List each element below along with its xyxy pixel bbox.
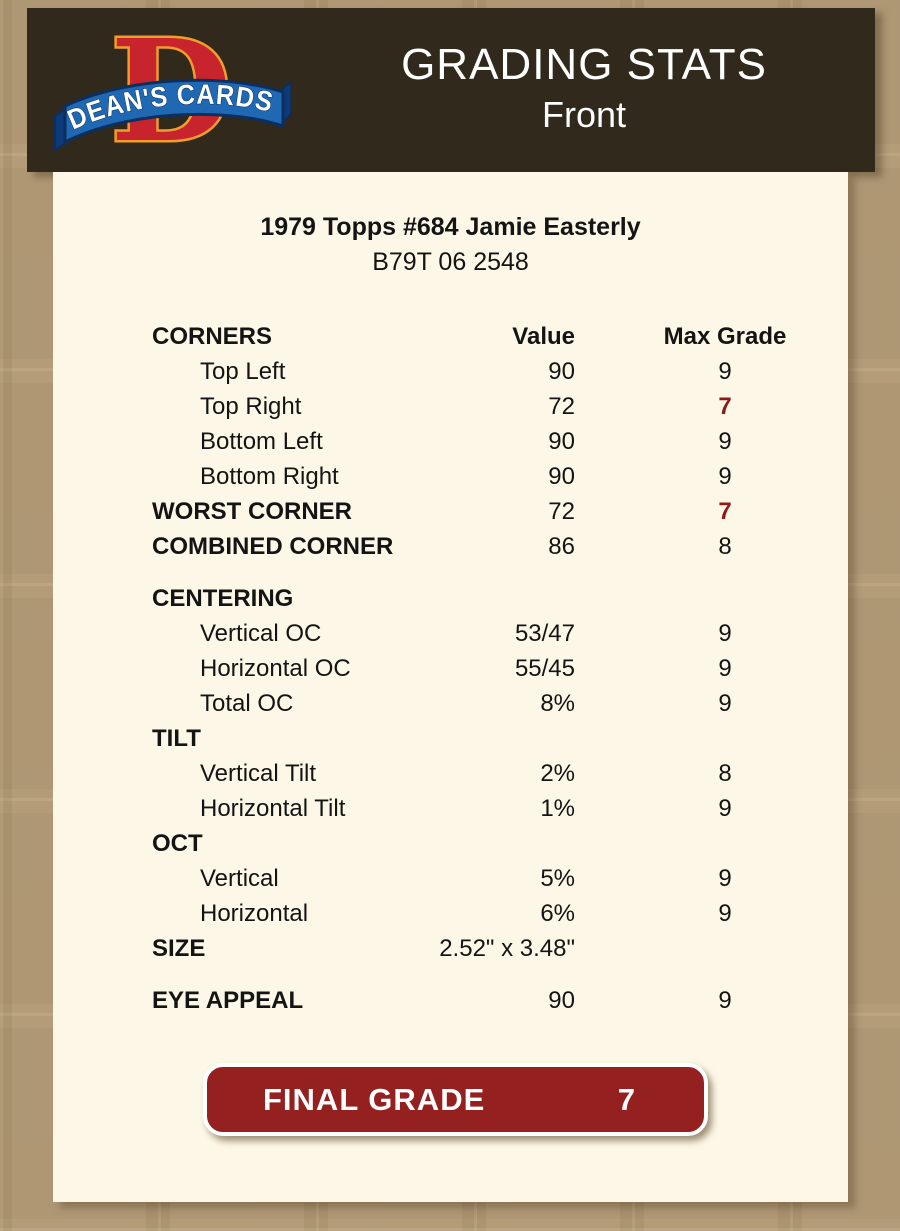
row-label: Total OC	[200, 690, 294, 717]
table-row: Bottom Right 90 9	[152, 459, 875, 494]
header-text-block: GRADING STATS Front	[293, 39, 875, 137]
row-max-grade: 9	[718, 358, 732, 385]
row-value: 6%	[540, 900, 575, 927]
section-label: CENTERING	[152, 585, 294, 612]
max-grade-column-header: Max Grade	[663, 323, 787, 350]
row-max-grade: 9	[718, 655, 732, 682]
row-max-grade: 9	[718, 987, 732, 1014]
card-side-label: Front	[541, 94, 627, 135]
page-title: GRADING STATS	[401, 40, 767, 89]
table-row: WORST CORNER 72 7	[152, 494, 875, 529]
row-value: 55/45	[514, 655, 575, 682]
row-max-grade: 8	[718, 533, 732, 560]
table-row: EYE APPEAL 90 9	[152, 983, 875, 1018]
section-label: CORNERS	[152, 323, 273, 350]
table-row: Horizontal OC 55/45 9	[152, 651, 875, 686]
row-label: COMBINED CORNER	[152, 533, 394, 560]
grading-table: CORNERS Value Max Grade Top Left 90 9 To…	[152, 319, 875, 1018]
row-max-grade: 9	[718, 900, 732, 927]
row-value: 72	[548, 498, 575, 525]
row-value: 86	[548, 533, 575, 560]
section-row: OCT	[152, 826, 875, 861]
row-max-grade: 9	[718, 795, 732, 822]
deans-cards-logo-graphic: D DEAN'S CARDS	[54, 8, 292, 177]
row-value: 8%	[540, 690, 575, 717]
row-value: 53/47	[514, 620, 575, 647]
row-label: Vertical	[200, 865, 279, 892]
section-label: TILT	[152, 725, 201, 752]
row-value: 72	[548, 393, 575, 420]
table-header-row: CORNERS Value Max Grade	[152, 319, 875, 354]
row-max-grade: 9	[718, 620, 732, 647]
banner-ribbon-icon	[63, 78, 285, 144]
row-value: 5%	[540, 865, 575, 892]
row-max-grade: 9	[718, 463, 732, 490]
row-label: Bottom Left	[200, 428, 323, 455]
table-row: Vertical 5% 9	[152, 861, 875, 896]
row-value: 90	[548, 463, 575, 490]
section-label: OCT	[152, 830, 203, 857]
value-column-header: Value	[512, 323, 575, 350]
row-max-grade: 7	[718, 498, 732, 525]
row-max-grade: 9	[718, 690, 732, 717]
deans-cards-logo: D DEAN'S CARDS	[53, 8, 293, 177]
header-bar: D DEAN'S CARDS GRADING STATS Front	[27, 8, 875, 177]
row-label: SIZE	[152, 935, 206, 962]
section-row: CENTERING	[152, 581, 875, 616]
row-max-grade: 9	[718, 428, 732, 455]
row-value: 90	[548, 358, 575, 385]
table-row: Bottom Left 90 9	[152, 424, 875, 459]
final-grade-value: 7	[617, 1081, 636, 1117]
card-serial-number: B79T 06 2548	[372, 248, 529, 276]
table-row: SIZE 2.52" x 3.48"	[152, 931, 875, 966]
table-row: Total OC 8% 9	[152, 686, 875, 721]
row-value: 2.52" x 3.48"	[439, 935, 575, 962]
table-row: COMBINED CORNER 86 8	[152, 529, 875, 564]
table-row: Horizontal 6% 9	[152, 896, 875, 931]
row-max-grade: 8	[718, 760, 732, 787]
row-label: EYE APPEAL	[152, 987, 304, 1014]
final-grade-label: FINAL GRADE	[263, 1081, 486, 1117]
row-label: Vertical Tilt	[200, 760, 317, 787]
row-label: WORST CORNER	[152, 498, 352, 525]
row-label: Vertical OC	[200, 620, 322, 647]
row-label: Horizontal	[200, 900, 309, 927]
row-label: Bottom Right	[200, 463, 339, 490]
row-max-grade: 7	[718, 393, 732, 420]
section-row: TILT	[152, 721, 875, 756]
row-value: 90	[548, 987, 575, 1014]
row-label: Horizontal Tilt	[200, 795, 346, 822]
card-title: 1979 Topps #684 Jamie Easterly	[260, 213, 641, 241]
row-value: 1%	[540, 795, 575, 822]
row-max-grade: 9	[718, 865, 732, 892]
row-label: Horizontal OC	[200, 655, 351, 682]
final-grade-button[interactable]: FINAL GRADE 7	[203, 1063, 708, 1136]
table-row: Horizontal Tilt 1% 9	[152, 791, 875, 826]
grading-panel: 1979 Topps #684 Jamie Easterly B79T 06 2…	[53, 172, 848, 1202]
table-row: Vertical Tilt 2% 8	[152, 756, 875, 791]
row-label: Top Right	[200, 393, 302, 420]
table-row: Vertical OC 53/47 9	[152, 616, 875, 651]
table-row: Top Right 72 7	[152, 389, 875, 424]
row-value: 2%	[540, 760, 575, 787]
table-row: Top Left 90 9	[152, 354, 875, 389]
row-value: 90	[548, 428, 575, 455]
row-label: Top Left	[200, 358, 286, 385]
